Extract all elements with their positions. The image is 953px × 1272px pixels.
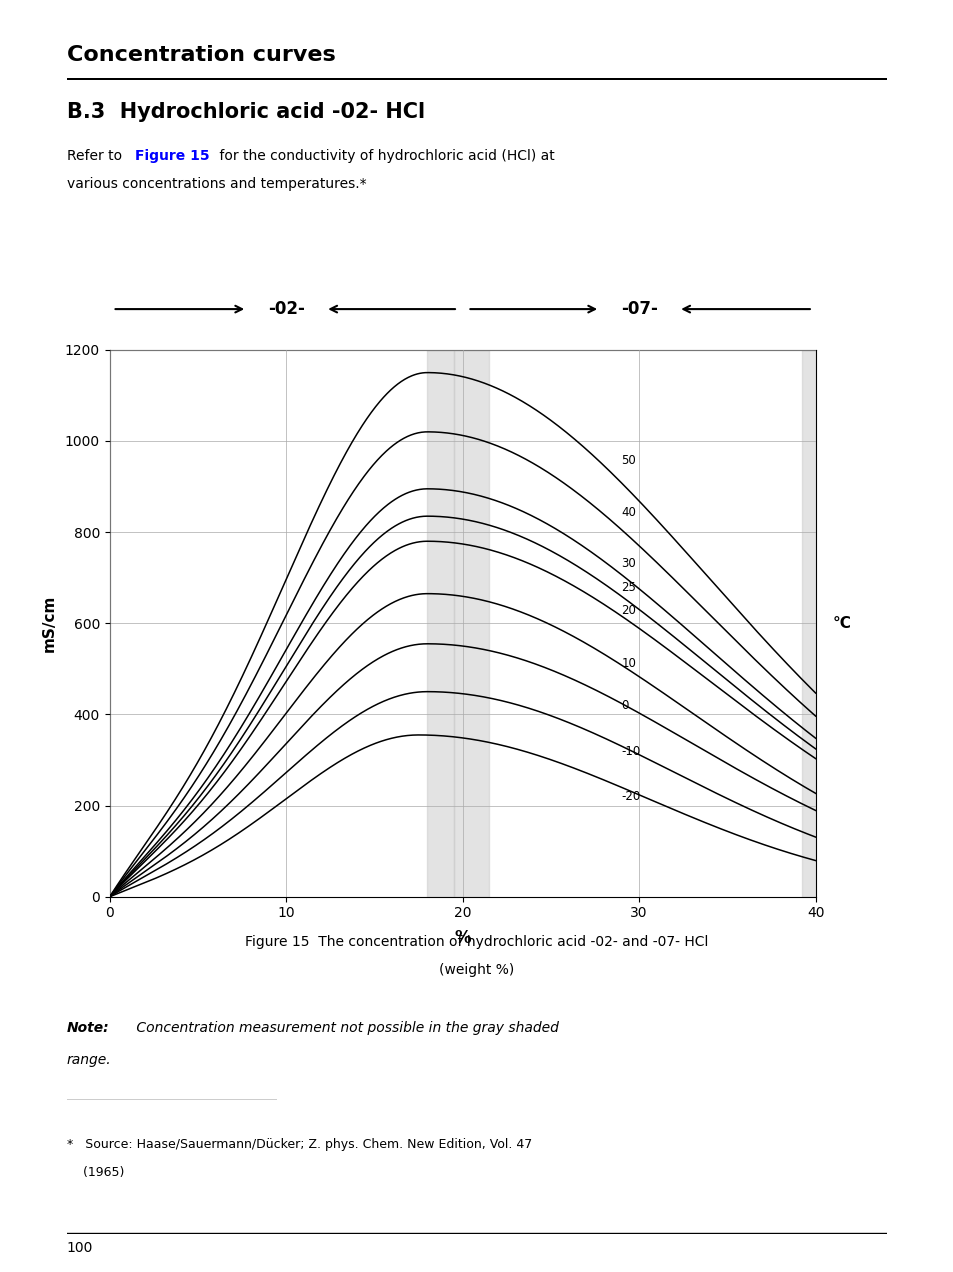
Text: -10: -10 — [621, 745, 640, 758]
Text: *   Source: Haase/Sauermann/Dücker; Z. phys. Chem. New Edition, Vol. 47: * Source: Haase/Sauermann/Dücker; Z. phy… — [67, 1138, 532, 1151]
Text: 100: 100 — [67, 1241, 93, 1255]
Text: 0: 0 — [621, 700, 628, 712]
Text: 40: 40 — [621, 506, 636, 519]
Text: 20: 20 — [621, 604, 636, 617]
Text: 25: 25 — [621, 581, 636, 594]
Text: 30: 30 — [621, 557, 636, 570]
Text: Figure 15: Figure 15 — [135, 149, 210, 163]
Text: for the conductivity of hydrochloric acid (HCl) at: for the conductivity of hydrochloric aci… — [214, 149, 554, 163]
Text: (weight %): (weight %) — [439, 963, 514, 977]
Text: -02-: -02- — [268, 300, 304, 318]
X-axis label: %: % — [454, 929, 471, 946]
Text: range.: range. — [67, 1053, 112, 1067]
Y-axis label: mS/cm: mS/cm — [42, 594, 56, 653]
Text: 10: 10 — [621, 656, 636, 669]
Text: Figure 15  The concentration of hydrochloric acid -02- and -07- HCl: Figure 15 The concentration of hydrochlo… — [245, 935, 708, 949]
Text: Concentration curves: Concentration curves — [67, 45, 335, 65]
Bar — [801, 350, 816, 897]
Text: 50: 50 — [621, 454, 636, 467]
Text: -07-: -07- — [620, 300, 657, 318]
Text: Note:: Note: — [67, 1021, 110, 1035]
Text: Refer to: Refer to — [67, 149, 126, 163]
Text: °C: °C — [832, 616, 851, 631]
Text: (1965): (1965) — [67, 1166, 124, 1179]
Bar — [427, 350, 454, 897]
Text: Concentration measurement not possible in the gray shaded: Concentration measurement not possible i… — [132, 1021, 558, 1035]
Text: various concentrations and temperatures.*: various concentrations and temperatures.… — [67, 177, 366, 191]
Text: B.3  Hydrochloric acid -02- HCl: B.3 Hydrochloric acid -02- HCl — [67, 102, 424, 122]
Bar — [454, 350, 489, 897]
Text: -20: -20 — [621, 790, 640, 803]
